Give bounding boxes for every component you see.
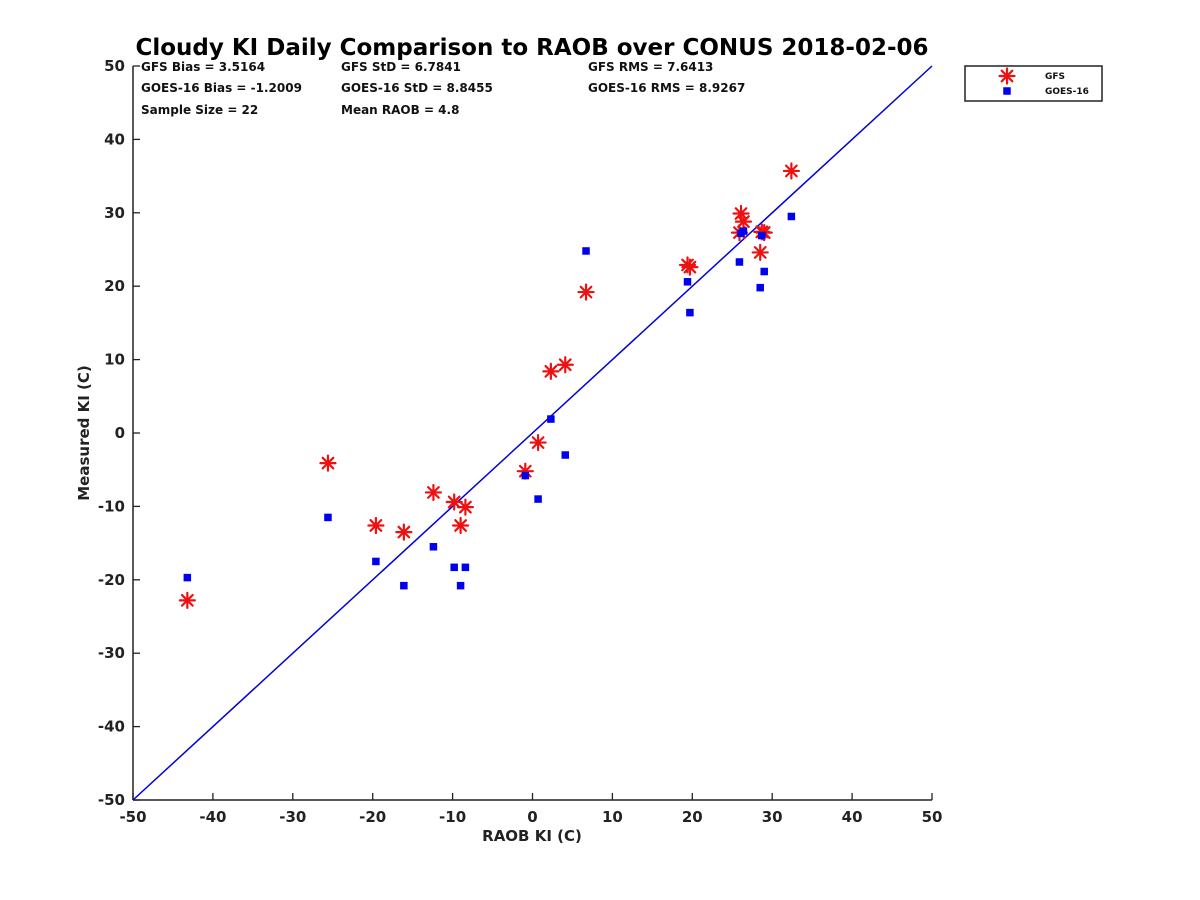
y-ticks: 50 40 30 20 10 0 -10 -20 -30 -40 -50 [98,57,140,809]
gfs-point [556,356,574,374]
goes-16-point [547,415,555,423]
gfs-point [681,258,699,276]
legend: GFS GOES-16 [964,65,1103,102]
x-ticks: -50 -40 -30 -20 -10 0 10 20 30 40 50 [119,793,942,826]
goes-16-point [324,513,332,522]
legend-marker-gfs [998,67,1016,85]
chart-title: Cloudy KI Daily Comparison to RAOB over … [135,35,928,61]
stat-text: GOES-16 StD = 8.8455 [341,81,493,95]
stat-text: Sample Size = 22 [141,103,258,117]
y-tick-label: 40 [104,130,125,148]
gfs-point [319,454,337,472]
y-tick-label: -50 [98,791,125,809]
stat-text: GFS StD = 6.7841 [341,60,461,74]
y-tick-label: 20 [104,277,125,295]
x-tick-label: 30 [762,808,783,826]
x-tick-label: -20 [359,808,386,826]
x-tick-label: 40 [842,808,863,826]
y-tick-label: 30 [104,204,125,222]
gfs-point [782,162,800,180]
x-axis-label: RAOB KI (C) [482,827,582,845]
x-tick-label: -30 [279,808,306,826]
data-marks [178,162,800,609]
goes-16-point [686,308,694,317]
gfs-point [451,516,470,535]
goes-16-point [429,543,438,551]
stat-text: GFS RMS = 7.6413 [588,60,713,74]
y-tick-label: -20 [98,571,125,589]
x-tick-label: 20 [682,808,703,826]
y-tick-label: -30 [98,644,125,662]
goes-16-point [758,231,766,240]
goes-16-point [521,471,530,480]
y-tick-label: -10 [98,497,125,515]
goes-16-point [183,573,192,582]
y-tick-label: -40 [98,718,125,736]
gfs-point [456,498,474,516]
gfs-point [542,362,560,380]
goes-16-point [372,557,380,566]
goes-16-point [461,563,470,572]
y-axis-label: Measured KI (C) [75,365,93,501]
x-tick-label: 50 [922,808,943,826]
y-tick-label: 10 [104,351,125,369]
goes-16-point [756,283,764,292]
goes-16-point [582,247,590,255]
legend-box [964,65,1103,102]
gfs-point [751,243,769,262]
y-tick-label: 50 [104,57,125,75]
legend-marker-goes-16 [1003,87,1011,95]
goes-16-point [735,258,744,266]
goes-16-point [400,581,408,590]
stat-text: GFS Bias = 3.5164 [141,60,265,74]
x-tick-label: 10 [602,808,623,826]
gfs-point [424,483,443,502]
goes-16-point [683,278,692,286]
goes-16-point [561,451,570,459]
goes-16-point [456,581,465,590]
legend-label-gfs: GFS [1045,72,1065,82]
x-tick-label: 0 [527,808,537,826]
goes-16-point [534,495,542,503]
stat-text: GOES-16 Bias = -1.2009 [141,81,302,95]
one-to-one-line [132,65,933,801]
gfs-point [367,516,385,535]
stat-text: Mean RAOB = 4.8 [341,103,459,117]
y-tick-label: 0 [115,424,125,442]
goes-16-point [787,212,796,221]
goes-16-point [760,267,768,276]
x-tick-label: -50 [119,808,146,826]
goes-16-point [450,563,458,572]
gfs-point [529,433,547,452]
legend-label-goes-16: GOES-16 [1045,87,1089,97]
stats-block: GFS Bias = 3.5164 GFS StD = 6.7841 GFS RMS… [141,60,745,117]
goes-16-point [739,227,748,235]
gfs-point [178,591,196,609]
gfs-point [734,213,753,231]
gfs-point [395,523,413,541]
stat-text: GOES-16 RMS = 8.9267 [588,81,745,95]
gfs-point [577,283,595,301]
x-tick-label: -40 [199,808,226,826]
x-tick-label: -10 [439,808,466,826]
